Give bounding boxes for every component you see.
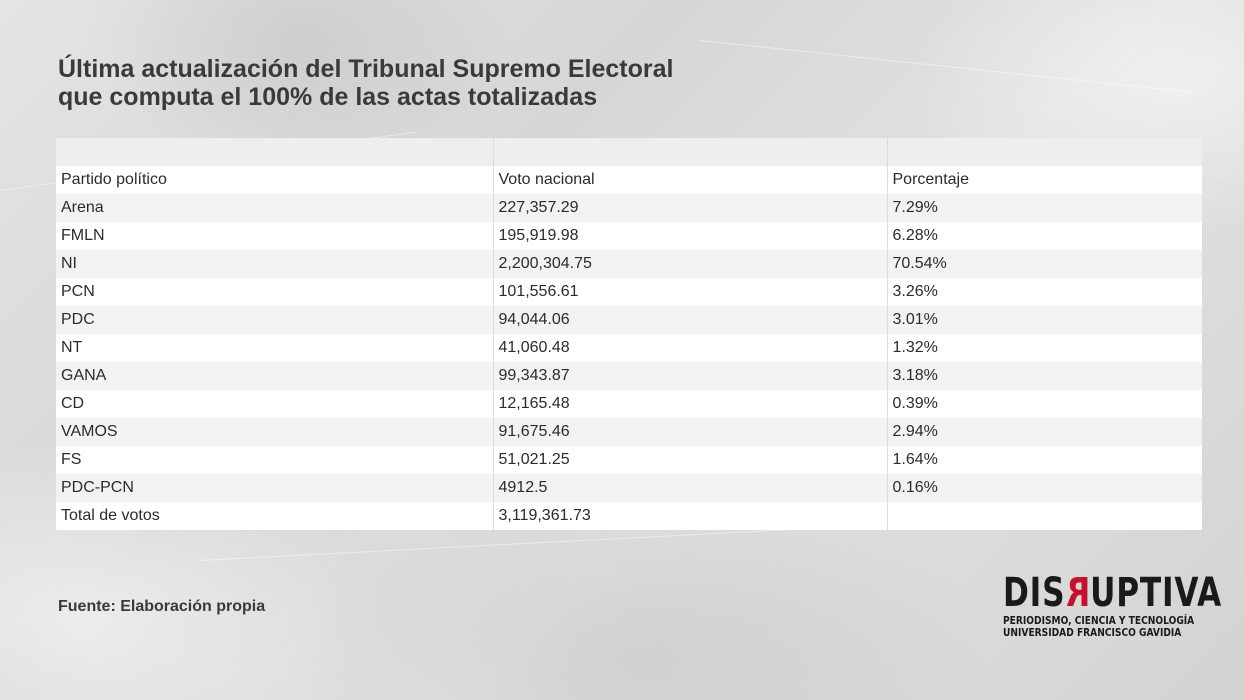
table-row: PDC-PCN 4912.5 0.16% bbox=[56, 474, 1202, 502]
column-header-percentage: Porcentaje bbox=[887, 166, 1202, 194]
votes-cell: 4912.5 bbox=[493, 474, 888, 502]
total-percentage-cell bbox=[887, 502, 1202, 530]
votes-cell: 195,919.98 bbox=[493, 222, 888, 250]
votes-cell: 94,044.06 bbox=[493, 306, 888, 334]
table-row: Arena 227,357.29 7.29% bbox=[56, 194, 1202, 222]
table-row: FS 51,021.25 1.64% bbox=[56, 446, 1202, 474]
percentage-cell: 70.54% bbox=[887, 250, 1202, 278]
party-cell: NI bbox=[56, 250, 494, 278]
total-label-cell: Total de votos bbox=[56, 502, 494, 530]
table-header-row: Partido político Voto nacional Porcentaj… bbox=[56, 166, 1202, 194]
party-cell: FMLN bbox=[56, 222, 494, 250]
percentage-cell: 3.01% bbox=[887, 306, 1202, 334]
party-cell: CD bbox=[56, 390, 494, 418]
party-cell: PDC bbox=[56, 306, 494, 334]
column-header-votes: Voto nacional bbox=[493, 166, 888, 194]
table-row: FMLN 195,919.98 6.28% bbox=[56, 222, 1202, 250]
votes-cell: 2,200,304.75 bbox=[493, 250, 888, 278]
source-note: Fuente: Elaboración propia bbox=[58, 598, 266, 615]
results-table: Partido político Voto nacional Porcentaj… bbox=[56, 138, 1202, 530]
party-cell: PCN bbox=[56, 278, 494, 306]
party-cell: PDC-PCN bbox=[56, 474, 494, 502]
percentage-cell: 3.18% bbox=[887, 362, 1202, 390]
votes-cell: 99,343.87 bbox=[493, 362, 888, 390]
table-row: NI 2,200,304.75 70.54% bbox=[56, 250, 1202, 278]
logo-tagline: PERIODISMO, CIENCIA Y TECNOLOGÍA bbox=[1003, 614, 1195, 627]
votes-cell: 51,021.25 bbox=[493, 446, 888, 474]
table-row: VAMOS 91,675.46 2.94% bbox=[56, 418, 1202, 446]
votes-cell: 101,556.61 bbox=[493, 278, 888, 306]
logo-word-end: UPTIVA bbox=[1090, 570, 1223, 616]
votes-cell: 91,675.46 bbox=[493, 418, 888, 446]
percentage-cell: 6.28% bbox=[887, 222, 1202, 250]
party-cell: VAMOS bbox=[56, 418, 494, 446]
table-row: PCN 101,556.61 3.26% bbox=[56, 278, 1202, 306]
percentage-cell: 3.26% bbox=[887, 278, 1202, 306]
table-row: NT 41,060.48 1.32% bbox=[56, 334, 1202, 362]
logo-university: UNIVERSIDAD FRANCISCO GAVIDIA bbox=[1003, 626, 1182, 639]
title-line-2: que computa el 100% de las actas totaliz… bbox=[58, 83, 598, 111]
logo-word-start: DIS bbox=[1003, 570, 1066, 616]
percentage-cell: 0.16% bbox=[887, 474, 1202, 502]
party-cell: GANA bbox=[56, 362, 494, 390]
title-line-1: Última actualización del Tribunal Suprem… bbox=[58, 55, 674, 83]
table-row: GANA 99,343.87 3.18% bbox=[56, 362, 1202, 390]
votes-cell: 41,060.48 bbox=[493, 334, 888, 362]
percentage-cell: 2.94% bbox=[887, 418, 1202, 446]
votes-cell: 12,165.48 bbox=[493, 390, 888, 418]
logo-word-red-letter: R bbox=[1065, 570, 1091, 616]
percentage-cell: 0.39% bbox=[887, 390, 1202, 418]
column-header-party: Partido político bbox=[56, 166, 494, 194]
party-cell: NT bbox=[56, 334, 494, 362]
page-title: Última actualización del Tribunal Suprem… bbox=[58, 55, 673, 111]
logo-wordmark: DISRUPTIVA bbox=[1003, 570, 1221, 616]
party-cell: Arena bbox=[56, 194, 494, 222]
table-total-row: Total de votos 3,119,361.73 bbox=[56, 502, 1202, 530]
table-row: PDC 94,044.06 3.01% bbox=[56, 306, 1202, 334]
disruptiva-logo: DISRUPTIVA PERIODISMO, CIENCIA Y TECNOLO… bbox=[1003, 570, 1221, 639]
votes-cell: 227,357.29 bbox=[493, 194, 888, 222]
percentage-cell: 7.29% bbox=[887, 194, 1202, 222]
percentage-cell: 1.32% bbox=[887, 334, 1202, 362]
table-row: CD 12,165.48 0.39% bbox=[56, 390, 1202, 418]
party-cell: FS bbox=[56, 446, 494, 474]
total-votes-cell: 3,119,361.73 bbox=[493, 502, 888, 530]
table-spacer-row bbox=[56, 138, 1202, 166]
percentage-cell: 1.64% bbox=[887, 446, 1202, 474]
